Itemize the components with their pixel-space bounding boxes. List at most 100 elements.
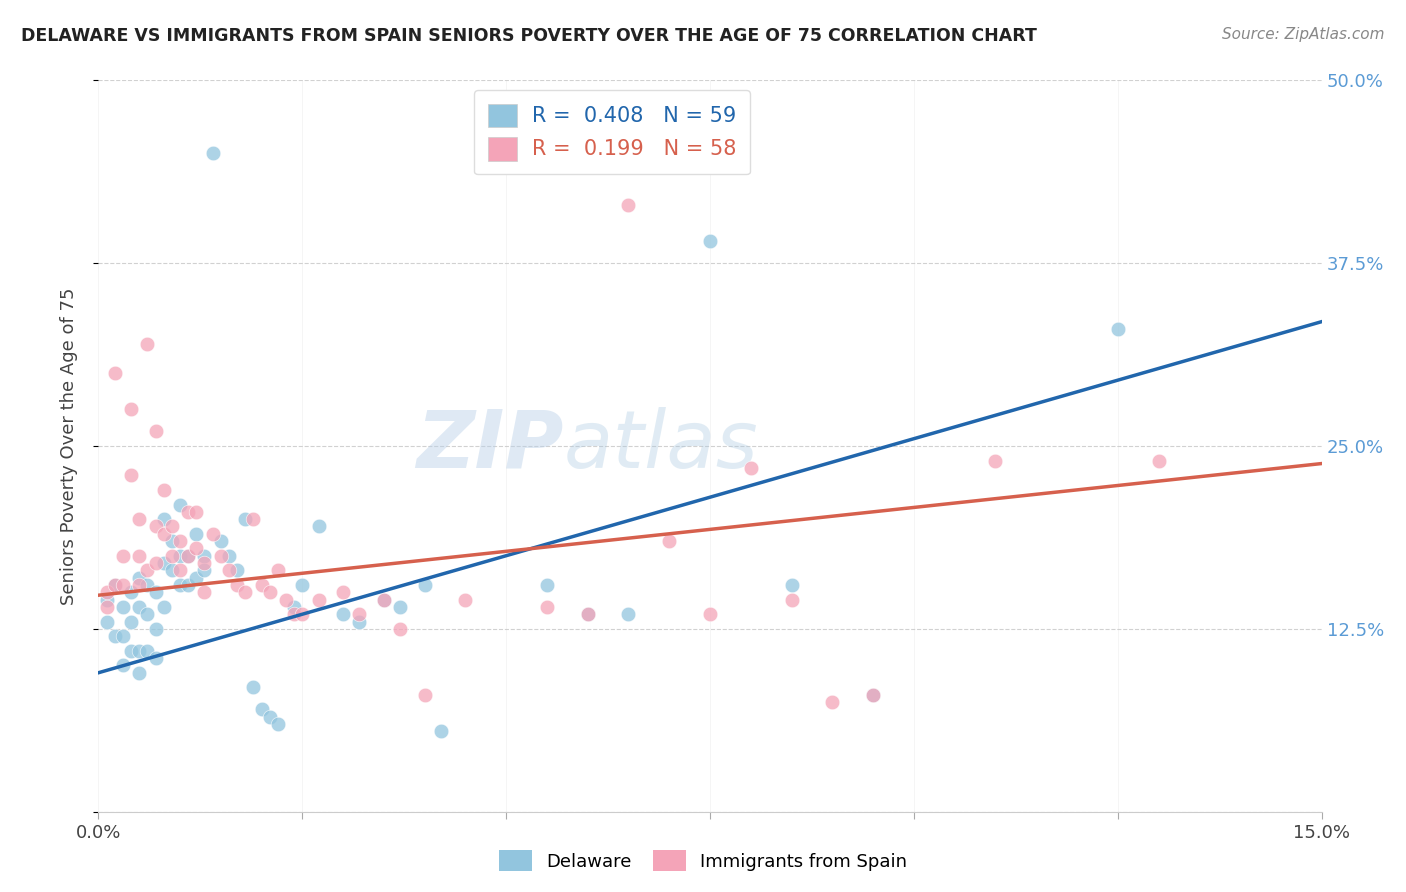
Point <box>740 461 762 475</box>
Point <box>186 505 208 519</box>
Point <box>259 709 281 723</box>
Point <box>160 563 183 577</box>
Point <box>145 622 167 636</box>
Point <box>250 578 273 592</box>
Point <box>96 592 118 607</box>
Point <box>454 592 477 607</box>
Point <box>152 483 174 497</box>
Point <box>267 717 290 731</box>
Point <box>186 571 208 585</box>
Point <box>259 585 281 599</box>
Point <box>780 592 803 607</box>
Legend: R =  0.408   N = 59, R =  0.199   N = 58: R = 0.408 N = 59, R = 0.199 N = 58 <box>474 90 751 175</box>
Point <box>699 607 721 622</box>
Y-axis label: Seniors Poverty Over the Age of 75: Seniors Poverty Over the Age of 75 <box>59 287 77 605</box>
Point <box>699 234 721 248</box>
Point <box>136 607 159 622</box>
Point <box>152 512 174 526</box>
Point <box>250 702 273 716</box>
Point <box>145 425 167 439</box>
Point <box>120 468 142 483</box>
Text: ZIP: ZIP <box>416 407 564 485</box>
Point <box>201 146 224 161</box>
Point <box>226 563 249 577</box>
Point <box>201 526 224 541</box>
Text: Source: ZipAtlas.com: Source: ZipAtlas.com <box>1222 27 1385 42</box>
Point <box>218 563 240 577</box>
Point <box>332 585 354 599</box>
Point <box>193 556 215 570</box>
Point <box>104 578 127 592</box>
Point <box>128 599 150 614</box>
Point <box>111 549 134 563</box>
Point <box>96 599 118 614</box>
Point <box>536 578 558 592</box>
Point <box>1107 322 1129 336</box>
Point <box>267 563 290 577</box>
Point <box>242 512 264 526</box>
Point <box>169 549 191 563</box>
Point <box>617 197 640 211</box>
Point <box>349 607 371 622</box>
Point <box>308 519 330 533</box>
Point <box>821 695 844 709</box>
Point <box>373 592 395 607</box>
Point <box>169 563 191 577</box>
Point <box>160 534 183 549</box>
Point <box>349 615 371 629</box>
Point <box>177 549 200 563</box>
Point <box>120 615 142 629</box>
Point <box>120 644 142 658</box>
Point <box>617 607 640 622</box>
Point <box>233 512 256 526</box>
Point <box>780 578 803 592</box>
Point <box>104 629 127 643</box>
Point <box>193 549 215 563</box>
Point <box>145 519 167 533</box>
Point <box>111 578 134 592</box>
Point <box>209 534 232 549</box>
Point <box>169 534 191 549</box>
Point <box>177 578 200 592</box>
Point <box>862 688 884 702</box>
Point <box>96 615 118 629</box>
Point <box>136 578 159 592</box>
Point <box>430 724 453 739</box>
Point <box>111 629 134 643</box>
Point <box>128 571 150 585</box>
Point <box>576 607 599 622</box>
Legend: Delaware, Immigrants from Spain: Delaware, Immigrants from Spain <box>492 843 914 879</box>
Point <box>413 578 436 592</box>
Point <box>128 665 150 680</box>
Point <box>413 688 436 702</box>
Point <box>332 607 354 622</box>
Point <box>389 622 412 636</box>
Point <box>242 681 264 695</box>
Point <box>274 592 297 607</box>
Point <box>145 585 167 599</box>
Point <box>160 549 183 563</box>
Point <box>128 578 150 592</box>
Point <box>576 607 599 622</box>
Point <box>120 585 142 599</box>
Point <box>233 585 256 599</box>
Point <box>128 644 150 658</box>
Point <box>104 366 127 380</box>
Point <box>291 578 314 592</box>
Point <box>145 556 167 570</box>
Point <box>128 512 150 526</box>
Point <box>169 498 191 512</box>
Point <box>169 578 191 592</box>
Point <box>373 592 395 607</box>
Point <box>209 549 232 563</box>
Point <box>283 599 305 614</box>
Point <box>536 599 558 614</box>
Point <box>152 556 174 570</box>
Point <box>186 526 208 541</box>
Point <box>136 644 159 658</box>
Point <box>177 505 200 519</box>
Point <box>1147 453 1170 467</box>
Point <box>308 592 330 607</box>
Point <box>291 607 314 622</box>
Text: atlas: atlas <box>564 407 758 485</box>
